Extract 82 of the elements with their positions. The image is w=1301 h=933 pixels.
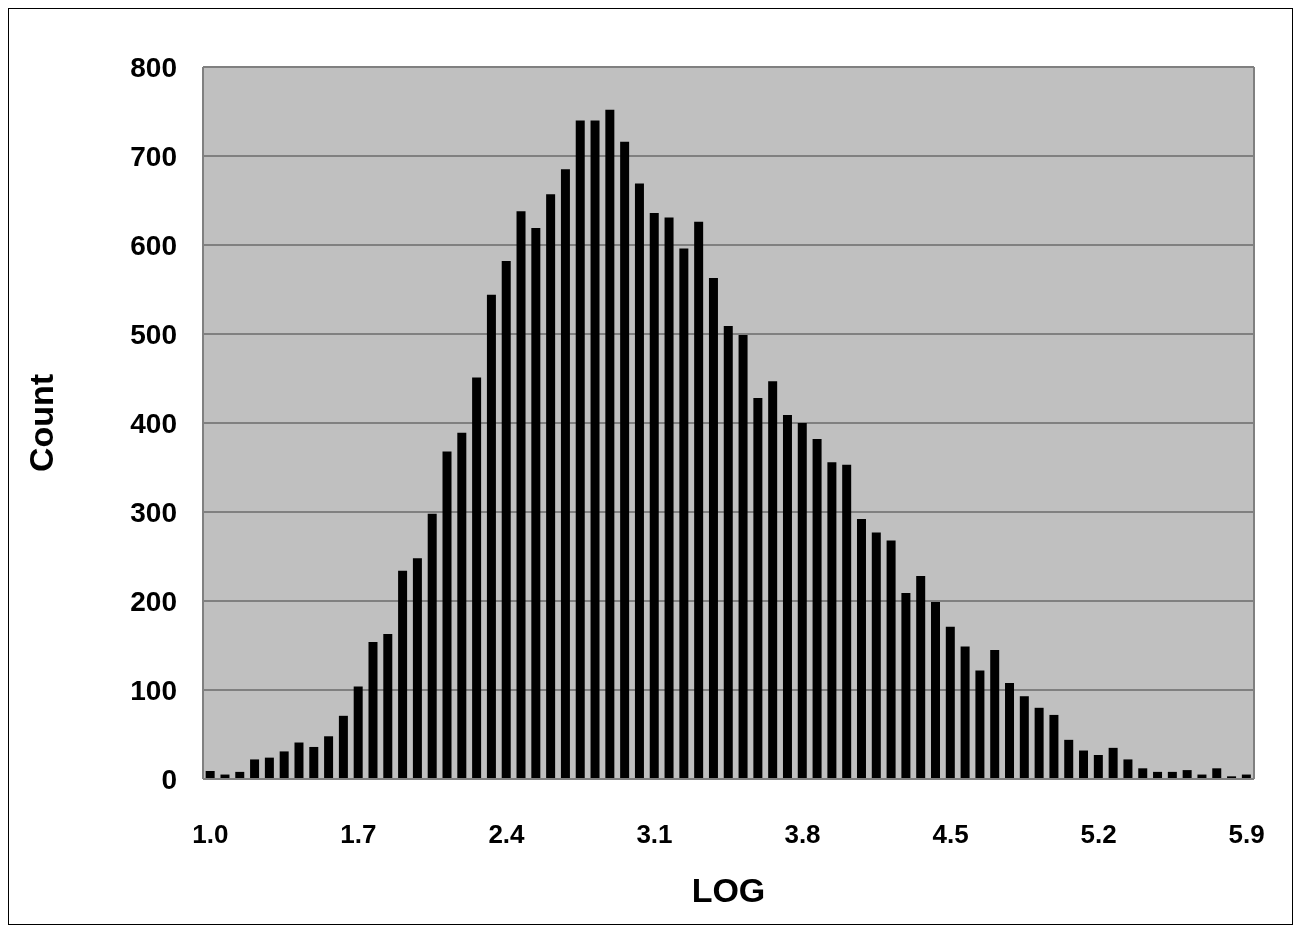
x-axis-title: LOG bbox=[691, 871, 766, 909]
bar bbox=[353, 686, 363, 779]
bar bbox=[1049, 714, 1059, 779]
bar bbox=[886, 540, 896, 779]
x-tick-label: 5.9 bbox=[1228, 819, 1265, 850]
x-tick-label: 4.5 bbox=[932, 819, 969, 850]
bar bbox=[279, 751, 289, 779]
bar bbox=[738, 334, 748, 779]
bar bbox=[472, 377, 482, 779]
bar bbox=[842, 464, 852, 779]
bar bbox=[546, 194, 556, 779]
bar bbox=[960, 646, 970, 779]
bar bbox=[797, 423, 807, 779]
bar bbox=[945, 626, 955, 779]
bar bbox=[264, 757, 274, 779]
bar bbox=[516, 211, 526, 779]
x-tick-label: 1.0 bbox=[192, 819, 229, 850]
y-tick-label: 600 bbox=[130, 229, 177, 261]
bar bbox=[664, 217, 674, 779]
y-tick-label: 500 bbox=[130, 318, 177, 350]
bar bbox=[975, 670, 985, 779]
y-tick-label: 100 bbox=[130, 674, 177, 706]
bar bbox=[901, 592, 911, 779]
x-tick-label: 3.8 bbox=[784, 819, 821, 850]
bar bbox=[442, 451, 452, 779]
bar bbox=[560, 169, 570, 779]
bar bbox=[620, 141, 630, 779]
bar bbox=[324, 736, 334, 779]
bar bbox=[486, 294, 496, 779]
y-tick-label: 400 bbox=[130, 407, 177, 439]
bar bbox=[250, 759, 260, 779]
bar bbox=[723, 325, 733, 779]
bar bbox=[634, 183, 644, 779]
bar bbox=[1212, 768, 1222, 779]
y-tick-label: 0 bbox=[161, 763, 177, 795]
bar bbox=[931, 601, 940, 779]
bar bbox=[1034, 707, 1044, 779]
bar bbox=[575, 120, 585, 779]
bar bbox=[1079, 750, 1089, 779]
bar bbox=[501, 261, 511, 779]
bar bbox=[649, 212, 659, 779]
bar bbox=[1005, 682, 1015, 779]
bar bbox=[383, 633, 393, 779]
bar bbox=[1108, 747, 1118, 779]
y-tick-label: 300 bbox=[130, 496, 177, 528]
bar bbox=[1064, 739, 1074, 779]
bar bbox=[768, 381, 778, 779]
bar bbox=[708, 277, 718, 779]
bar bbox=[753, 398, 763, 779]
bar bbox=[990, 649, 1000, 779]
y-axis-title: Count bbox=[22, 373, 61, 473]
bar bbox=[531, 228, 541, 779]
bar bbox=[812, 439, 822, 779]
bar bbox=[1123, 759, 1133, 779]
bar bbox=[679, 248, 689, 779]
x-tick-label: 3.1 bbox=[636, 819, 673, 850]
bar bbox=[916, 576, 926, 779]
x-tick-label: 2.4 bbox=[488, 819, 526, 850]
x-tick-label: 5.2 bbox=[1080, 819, 1117, 850]
bar bbox=[1138, 768, 1148, 779]
bar bbox=[368, 641, 378, 779]
bar bbox=[782, 414, 792, 779]
bar bbox=[398, 570, 408, 779]
y-tick-label: 700 bbox=[130, 140, 177, 172]
bar bbox=[309, 746, 319, 779]
bar bbox=[427, 513, 437, 779]
bar bbox=[694, 221, 704, 779]
bar bbox=[412, 558, 422, 779]
bar bbox=[856, 519, 866, 779]
bar bbox=[294, 742, 304, 779]
bar bbox=[590, 120, 600, 779]
bar bbox=[338, 715, 348, 779]
bar bbox=[457, 432, 467, 779]
bar bbox=[827, 462, 837, 779]
bar bbox=[871, 532, 881, 779]
bar bbox=[1182, 770, 1192, 779]
x-tick-label: 1.7 bbox=[340, 819, 377, 850]
bar bbox=[1093, 754, 1103, 779]
y-tick-label: 200 bbox=[130, 585, 177, 617]
y-tick-label: 800 bbox=[130, 51, 177, 83]
bar bbox=[1019, 696, 1029, 779]
bar bbox=[605, 109, 615, 779]
